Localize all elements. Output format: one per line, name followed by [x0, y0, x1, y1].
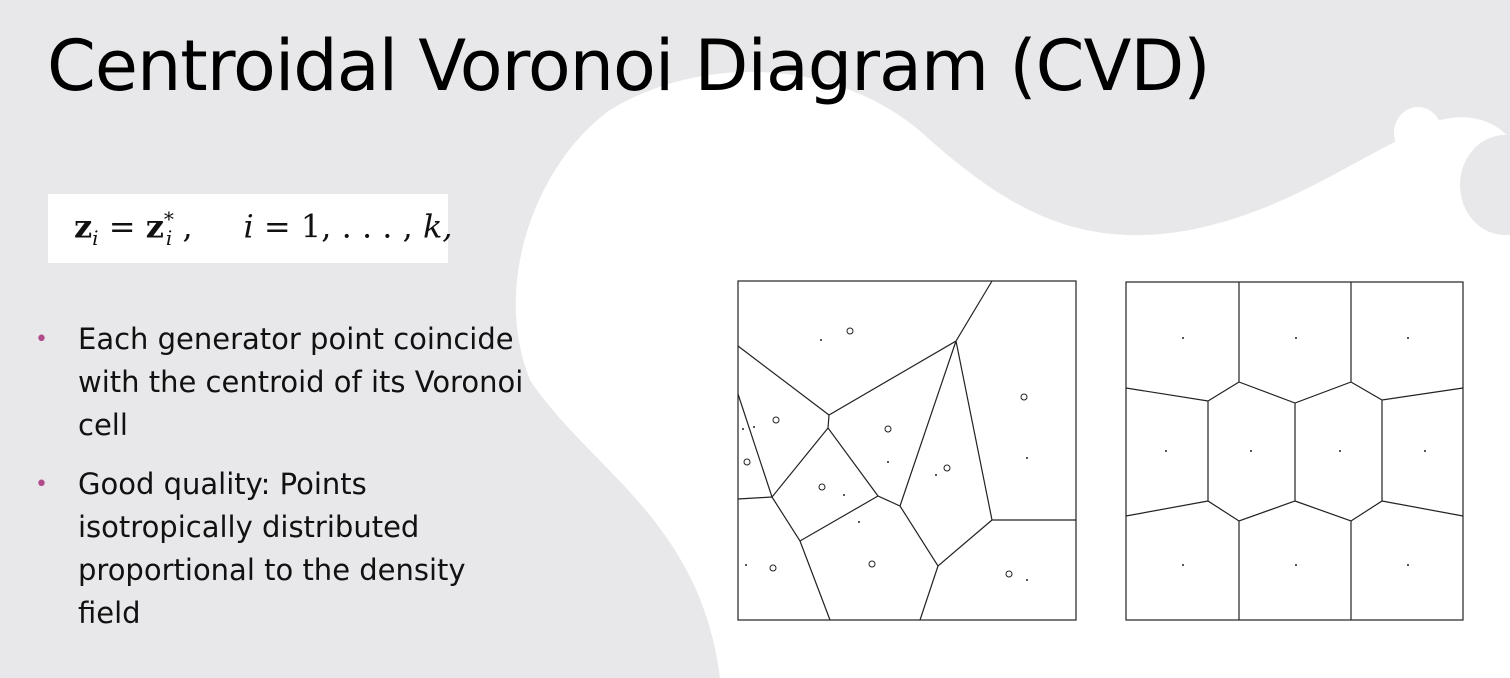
generator-circle: [868, 560, 876, 568]
centroid-dot: [1407, 337, 1409, 339]
centroid-dot: [1182, 337, 1184, 339]
bullet-text: Each generator point coincide with the c…: [78, 322, 524, 442]
voronoi-frame: [737, 280, 1077, 621]
formula-range: = 1, . . . ,: [263, 207, 423, 246]
centroid-dot: [935, 474, 937, 476]
formula-text: zi = z*i , i = 1, . . . , k,: [74, 207, 453, 250]
formula-lhs: z: [74, 207, 93, 246]
white-bubble-shape: [1394, 107, 1442, 159]
page-title: Centroidal Voronoi Diagram (CVD): [47, 25, 1211, 107]
bullet-item: • Good quality: Points isotropically dist…: [33, 463, 533, 635]
voronoi-diagram-initial: [737, 280, 1077, 621]
generator-circle: [1005, 570, 1013, 578]
bullet-dot-icon: •: [35, 327, 48, 352]
generator-circle: [1020, 393, 1028, 401]
formula-rhs: z: [145, 207, 164, 246]
voronoi-diagram-centroidal: [1125, 281, 1464, 621]
generator-circle: [743, 458, 751, 466]
voronoi-generators: [743, 327, 1028, 578]
voronoi-edges: [737, 280, 1076, 621]
centroid-dot: [1295, 564, 1297, 566]
generator-circle: [818, 483, 826, 491]
cvd-centroids: [1165, 337, 1426, 566]
centroid-dot: [1026, 579, 1028, 581]
formula-k: k,: [422, 207, 453, 246]
voronoi-figure: [737, 280, 1464, 621]
centroid-dot: [820, 339, 822, 341]
generator-circle: [769, 564, 777, 572]
formula-equals: =: [108, 207, 146, 246]
centroid-dot: [843, 494, 845, 496]
formula-box: zi = z*i , i = 1, . . . , k,: [48, 194, 453, 263]
bullet-text: Good quality: Points isotropically distr…: [78, 467, 466, 630]
cvd-edges: [1125, 282, 1464, 620]
centroid-dot: [1407, 564, 1409, 566]
formula-comma: ,: [182, 207, 234, 246]
bullet-item: • Each generator point coincide with the …: [33, 318, 533, 447]
centroid-dot: [858, 521, 860, 523]
voronoi-centroids: [742, 339, 1028, 581]
centroid-dot: [1339, 450, 1341, 452]
centroid-dot: [753, 426, 755, 428]
bullet-dot-icon: •: [35, 472, 48, 497]
centroid-dot: [742, 428, 744, 430]
centroid-dot: [1250, 450, 1252, 452]
centroid-dot: [1295, 337, 1297, 339]
formula-index: i: [243, 207, 254, 246]
grey-bubble-shape: [1460, 135, 1510, 235]
formula-rhs-sub: i: [165, 226, 173, 251]
centroid-dot: [1026, 457, 1028, 459]
bullet-list: • Each generator point coincide with the …: [33, 318, 533, 651]
formula-rhs-sup: *: [163, 206, 174, 231]
centroid-dot: [1182, 564, 1184, 566]
generator-circle: [772, 416, 780, 424]
formula-lhs-sub: i: [92, 226, 99, 251]
generator-circle: [943, 464, 951, 472]
centroid-dot: [1165, 450, 1167, 452]
centroid-dot: [887, 461, 889, 463]
centroid-dot: [745, 564, 747, 566]
generator-circle: [884, 425, 892, 433]
centroid-dot: [1424, 450, 1426, 452]
generator-circle: [846, 327, 854, 335]
